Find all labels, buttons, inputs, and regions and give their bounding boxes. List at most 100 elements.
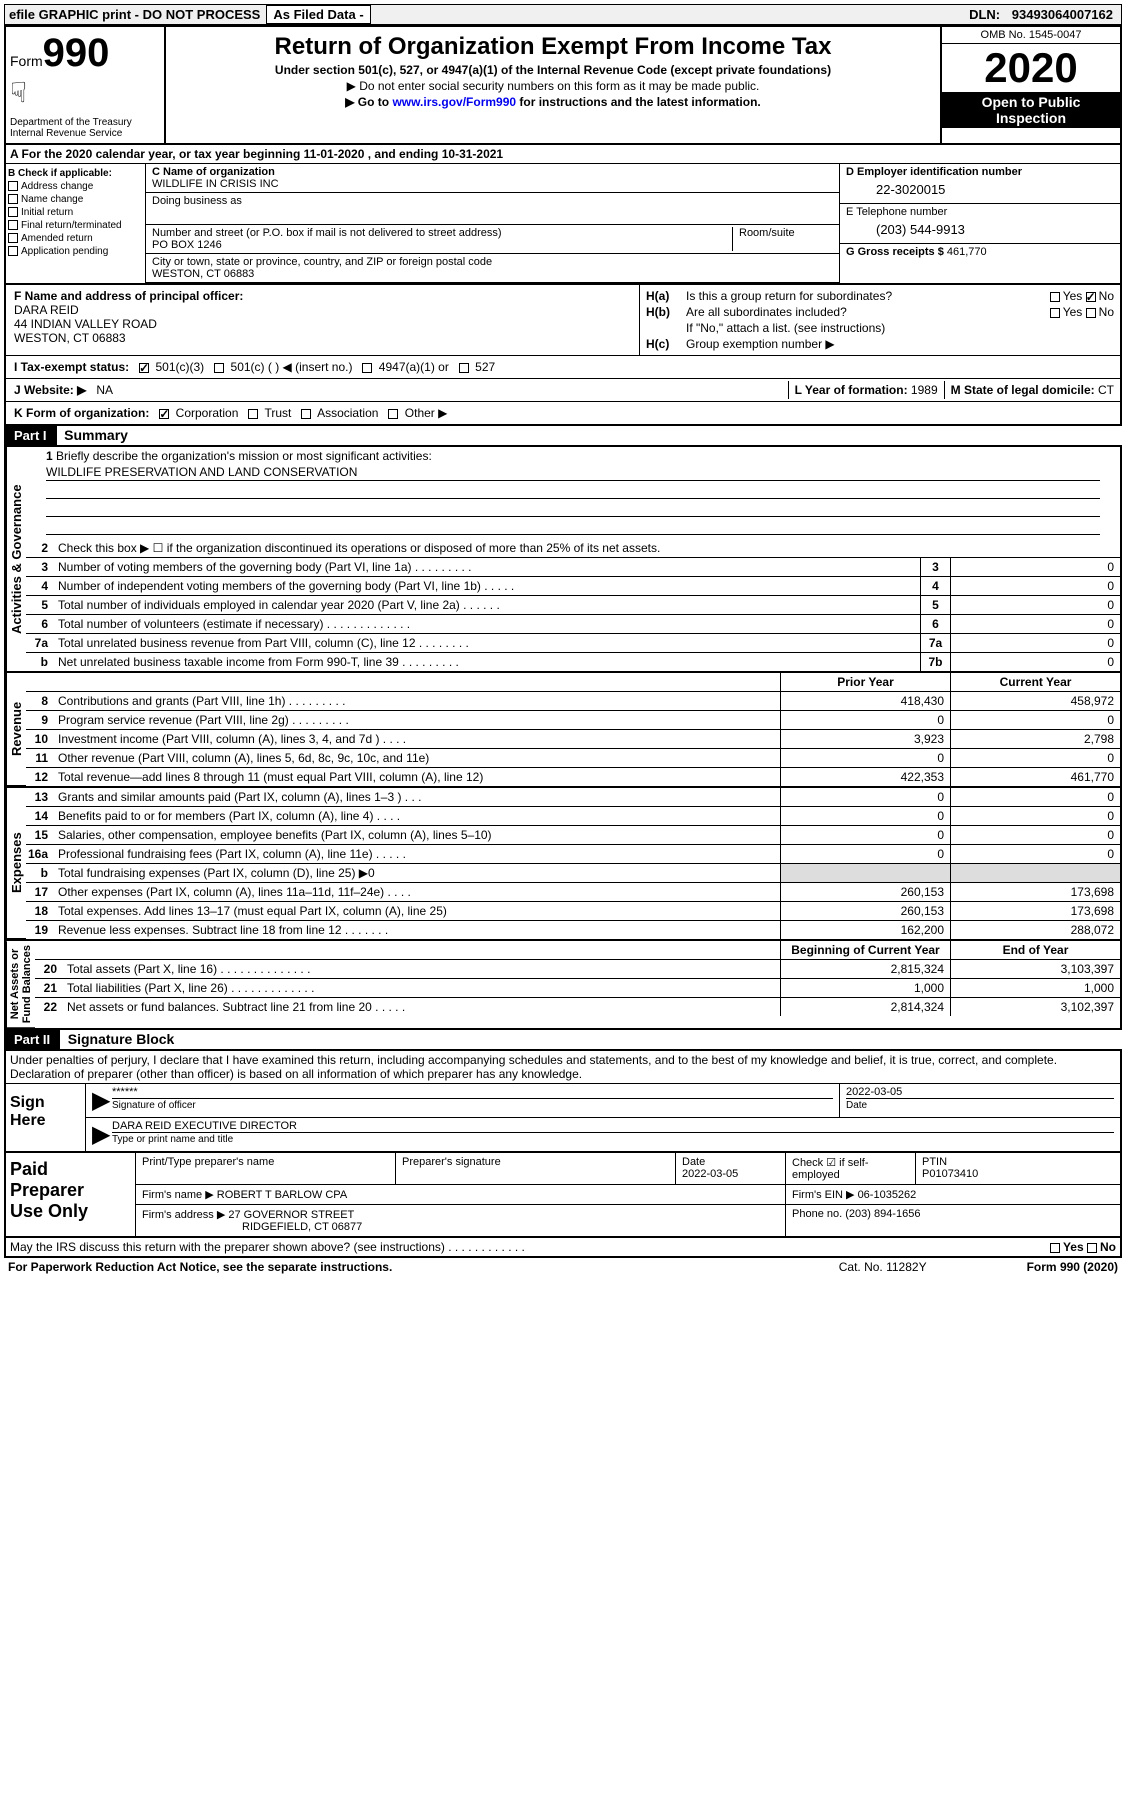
telephone: (203) 544-9913 [846, 218, 1114, 241]
sig-date: 2022-03-05 [846, 1086, 902, 1098]
summary-line: 4Number of independent voting members of… [26, 576, 1120, 595]
b-item: Address change [8, 181, 143, 192]
form-subtitle: Under section 501(c), 527, or 4947(a)(1)… [174, 63, 932, 77]
vert-netassets: Net Assets or Fund Balances [6, 941, 35, 1028]
footer: For Paperwork Reduction Act Notice, see … [4, 1258, 1122, 1276]
sig-stars: ****** [112, 1086, 138, 1098]
perjury-statement: Under penalties of perjury, I declare th… [6, 1051, 1120, 1084]
row-i: I Tax-exempt status: 501(c)(3) 501(c) ( … [4, 356, 1122, 379]
b-item: Final return/terminated [8, 220, 143, 231]
summary-line: 18Total expenses. Add lines 13–17 (must … [26, 901, 1120, 920]
b-item: Name change [8, 194, 143, 205]
column-h: H(a) Is this a group return for subordin… [640, 285, 1120, 355]
column-c: C Name of organization WILDLIFE IN CRISI… [146, 164, 840, 283]
summary-line: 5Total number of individuals employed in… [26, 595, 1120, 614]
gross-receipts: 461,770 [947, 246, 987, 258]
topbar: efile GRAPHIC print - DO NOT PROCESS As … [4, 4, 1122, 25]
column-f: F Name and address of principal officer:… [6, 285, 640, 355]
checkbox-icon[interactable] [1050, 292, 1060, 302]
section-fh: F Name and address of principal officer:… [4, 285, 1122, 356]
summary-table: Activities & Governance 1 Briefly descri… [4, 447, 1122, 1030]
city-cell: City or town, state or province, country… [146, 254, 840, 283]
summary-line: 16aProfessional fundraising fees (Part I… [26, 844, 1120, 863]
ein: 22-3020015 [846, 178, 1114, 201]
summary-line: 7aTotal unrelated business revenue from … [26, 633, 1120, 652]
firm-addr2: RIDGEFIELD, CT 06877 [242, 1221, 362, 1233]
street-row: Number and street (or P.O. box if mail i… [146, 225, 840, 254]
officer-name: DARA REID [14, 303, 79, 317]
checkbox-icon[interactable] [362, 363, 372, 373]
header-center: Return of Organization Exempt From Incom… [166, 27, 940, 143]
summary-line: 22Net assets or fund balances. Subtract … [35, 997, 1120, 1016]
checkbox-icon[interactable] [8, 181, 18, 191]
checkbox-icon[interactable] [388, 409, 398, 419]
part2-header: Part II Signature Block [4, 1030, 1122, 1051]
checkbox-icon[interactable] [1086, 308, 1096, 318]
row-lm: L Year of formation: 1989 M State of leg… [788, 381, 1120, 399]
checkbox-icon[interactable] [8, 207, 18, 217]
summary-line: 8Contributions and grants (Part VIII, li… [26, 691, 1120, 710]
open-inspection: Open to Public Inspection [942, 92, 1120, 128]
summary-line: 9Program service revenue (Part VIII, lin… [26, 710, 1120, 729]
summary-line: 20Total assets (Part X, line 16) . . . .… [35, 959, 1120, 978]
vert-expenses: Expenses [6, 788, 26, 939]
checkbox-icon[interactable] [8, 233, 18, 243]
tax-year: 2020 [942, 44, 1120, 92]
paid-preparer-label: Paid Preparer Use Only [6, 1153, 136, 1236]
summary-line: 19Revenue less expenses. Subtract line 1… [26, 920, 1120, 939]
summary-line: 11Other revenue (Part VIII, column (A), … [26, 748, 1120, 767]
checkbox-icon[interactable] [1050, 1243, 1060, 1253]
website: NA [96, 383, 113, 397]
column-b: B Check if applicable: Address change Na… [6, 164, 146, 283]
checkbox-checked-icon[interactable] [159, 409, 169, 419]
signature-block: Under penalties of perjury, I declare th… [4, 1051, 1122, 1238]
irs-link[interactable]: www.irs.gov/Form990 [392, 95, 516, 109]
row-j: J Website: ▶ NA L Year of formation: 198… [4, 379, 1122, 402]
summary-line: 10Investment income (Part VIII, column (… [26, 729, 1120, 748]
city: WESTON, CT 06883 [152, 268, 254, 280]
gross-cell: G Gross receipts $ 461,770 [840, 244, 1120, 260]
year-formation: 1989 [911, 383, 938, 397]
state-domicile: CT [1098, 383, 1114, 397]
ptin: P01073410 [922, 1168, 978, 1180]
firm-phone: (203) 894-1656 [845, 1208, 920, 1220]
checkbox-checked-icon[interactable] [139, 363, 149, 373]
efile-label: efile GRAPHIC print - DO NOT PROCESS [5, 5, 264, 24]
tel-cell: E Telephone number (203) 544-9913 [840, 204, 1120, 244]
summary-line: 17Other expenses (Part IX, column (A), l… [26, 882, 1120, 901]
row-k: K Form of organization: Corporation Trus… [4, 402, 1122, 426]
section-bcd: B Check if applicable: Address change Na… [4, 164, 1122, 285]
summary-line: bTotal fundraising expenses (Part IX, co… [26, 863, 1120, 882]
checkbox-icon[interactable] [1050, 308, 1060, 318]
summary-line: 15Salaries, other compensation, employee… [26, 825, 1120, 844]
form-number: 990 [43, 31, 110, 75]
org-name: WILDLIFE IN CRISIS INC [152, 178, 279, 190]
firm-addr1: 27 GOVERNOR STREET [228, 1209, 354, 1221]
row-a-tax-year: A For the 2020 calendar year, or tax yea… [4, 145, 1122, 164]
b-item: Initial return [8, 207, 143, 218]
checkbox-icon[interactable] [8, 194, 18, 204]
b-label: B Check if applicable: [8, 168, 143, 179]
checkbox-icon[interactable] [8, 220, 18, 230]
cat-no: Cat. No. 11282Y [839, 1260, 927, 1274]
checkbox-icon[interactable] [301, 409, 311, 419]
checkbox-icon[interactable] [8, 246, 18, 256]
b-item: Application pending [8, 246, 143, 257]
mission-block: 1 Briefly describe the organization's mi… [26, 447, 1120, 539]
checkbox-icon[interactable] [1087, 1243, 1097, 1253]
checkbox-icon[interactable] [248, 409, 258, 419]
form-note2: ▶ Go to www.irs.gov/Form990 for instruct… [174, 95, 932, 109]
part1-header: Part I Summary [4, 426, 1122, 447]
checkbox-checked-icon[interactable] [1086, 292, 1096, 302]
form-note1: ▶ Do not enter social security numbers o… [174, 79, 932, 93]
checkbox-icon[interactable] [214, 363, 224, 373]
org-name-cell: C Name of organization WILDLIFE IN CRISI… [146, 164, 840, 193]
column-d: D Employer identification number 22-3020… [840, 164, 1120, 283]
b-item: Amended return [8, 233, 143, 244]
firm-ein: 06-1035262 [858, 1189, 917, 1201]
officer-title: DARA REID EXECUTIVE DIRECTOR [112, 1120, 297, 1132]
checkbox-icon[interactable] [459, 363, 469, 373]
summary-line: 3Number of voting members of the governi… [26, 557, 1120, 576]
summary-line: bNet unrelated business taxable income f… [26, 652, 1120, 671]
firm-name: ROBERT T BARLOW CPA [217, 1189, 347, 1201]
